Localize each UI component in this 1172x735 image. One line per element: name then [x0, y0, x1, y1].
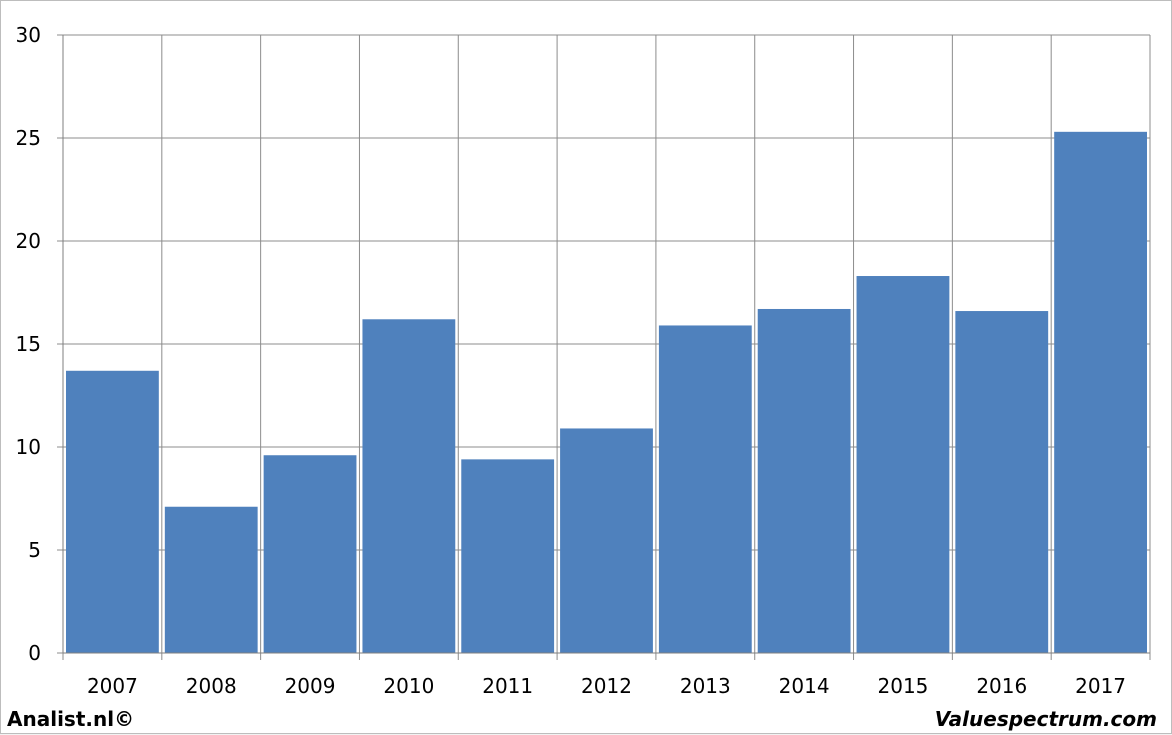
bar [66, 370, 159, 653]
y-tick-label: 20 [16, 229, 41, 253]
x-tick-label: 2013 [680, 674, 731, 698]
y-tick-label: 30 [16, 23, 41, 47]
x-tick-label: 2017 [1075, 674, 1126, 698]
x-tick-label: 2016 [976, 674, 1027, 698]
y-tick-label: 0 [28, 641, 41, 665]
x-tick-label: 2011 [482, 674, 533, 698]
bar [362, 319, 456, 653]
bar [856, 276, 950, 653]
bar [1054, 131, 1147, 653]
bar [263, 455, 357, 653]
y-tick-label: 25 [16, 126, 41, 150]
bar [164, 506, 258, 653]
x-tick-label: 2009 [285, 674, 336, 698]
y-tick-label: 15 [16, 332, 41, 356]
x-tick-label: 2015 [878, 674, 929, 698]
bar [955, 311, 1049, 653]
bar [461, 459, 555, 653]
x-tick-label: 2010 [383, 674, 434, 698]
bar [658, 325, 752, 653]
x-tick-label: 2007 [87, 674, 138, 698]
x-tick-label: 2014 [779, 674, 830, 698]
y-tick-label: 5 [28, 538, 41, 562]
bar [757, 308, 851, 653]
footer-source-label: Analist.nl© [7, 707, 135, 731]
x-tick-label: 2008 [186, 674, 237, 698]
footer-site-label: Valuespectrum.com [934, 707, 1157, 731]
bar [560, 428, 653, 653]
y-tick-label: 10 [16, 435, 41, 459]
x-tick-label: 2012 [581, 674, 632, 698]
